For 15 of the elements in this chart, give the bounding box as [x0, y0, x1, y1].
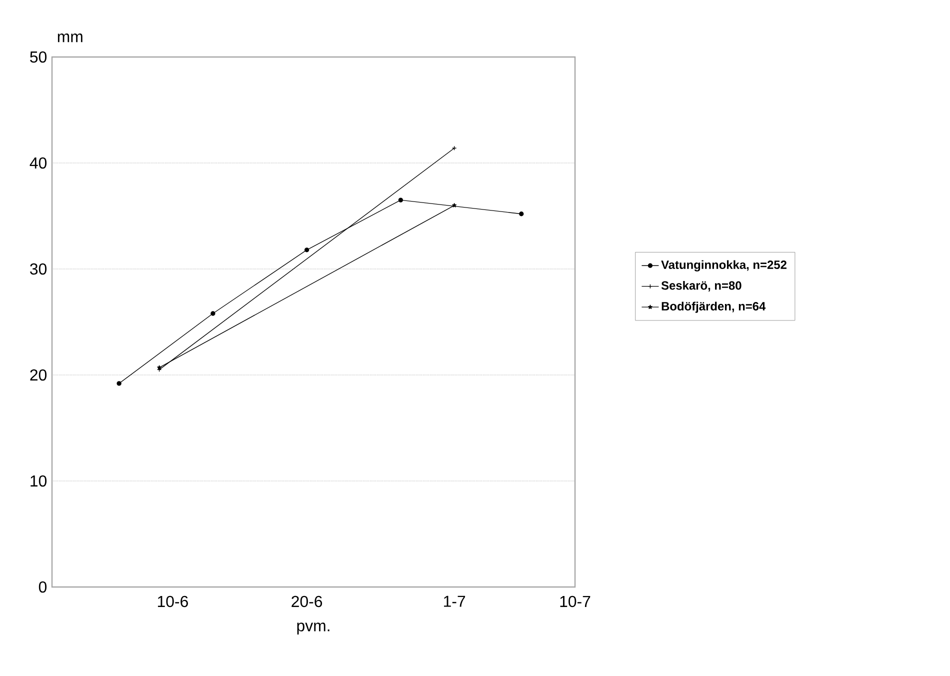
x-tick-label: 10-6: [158, 596, 188, 608]
legend-label: Vatunginnokka, n=252: [661, 260, 786, 272]
y-tick-label: 0: [38, 581, 47, 593]
x-axis-title: pvm.: [297, 622, 330, 635]
y-tick-label: 50: [30, 51, 47, 63]
y-axis-title: mm: [58, 34, 82, 42]
legend-label: Seskarö, n=80: [661, 280, 742, 292]
x-tick-label: 1-7: [444, 596, 466, 607]
y-tick-label: 10: [30, 475, 47, 487]
x-tick-label: 10-7: [560, 596, 590, 608]
x-tick-label: 20-6: [292, 596, 322, 608]
y-tick-label: 40: [30, 157, 47, 169]
legend-label: Bodöfjärden, n=64: [662, 302, 766, 313]
y-tick-label: 20: [30, 369, 47, 381]
y-tick-label: 30: [30, 263, 47, 275]
